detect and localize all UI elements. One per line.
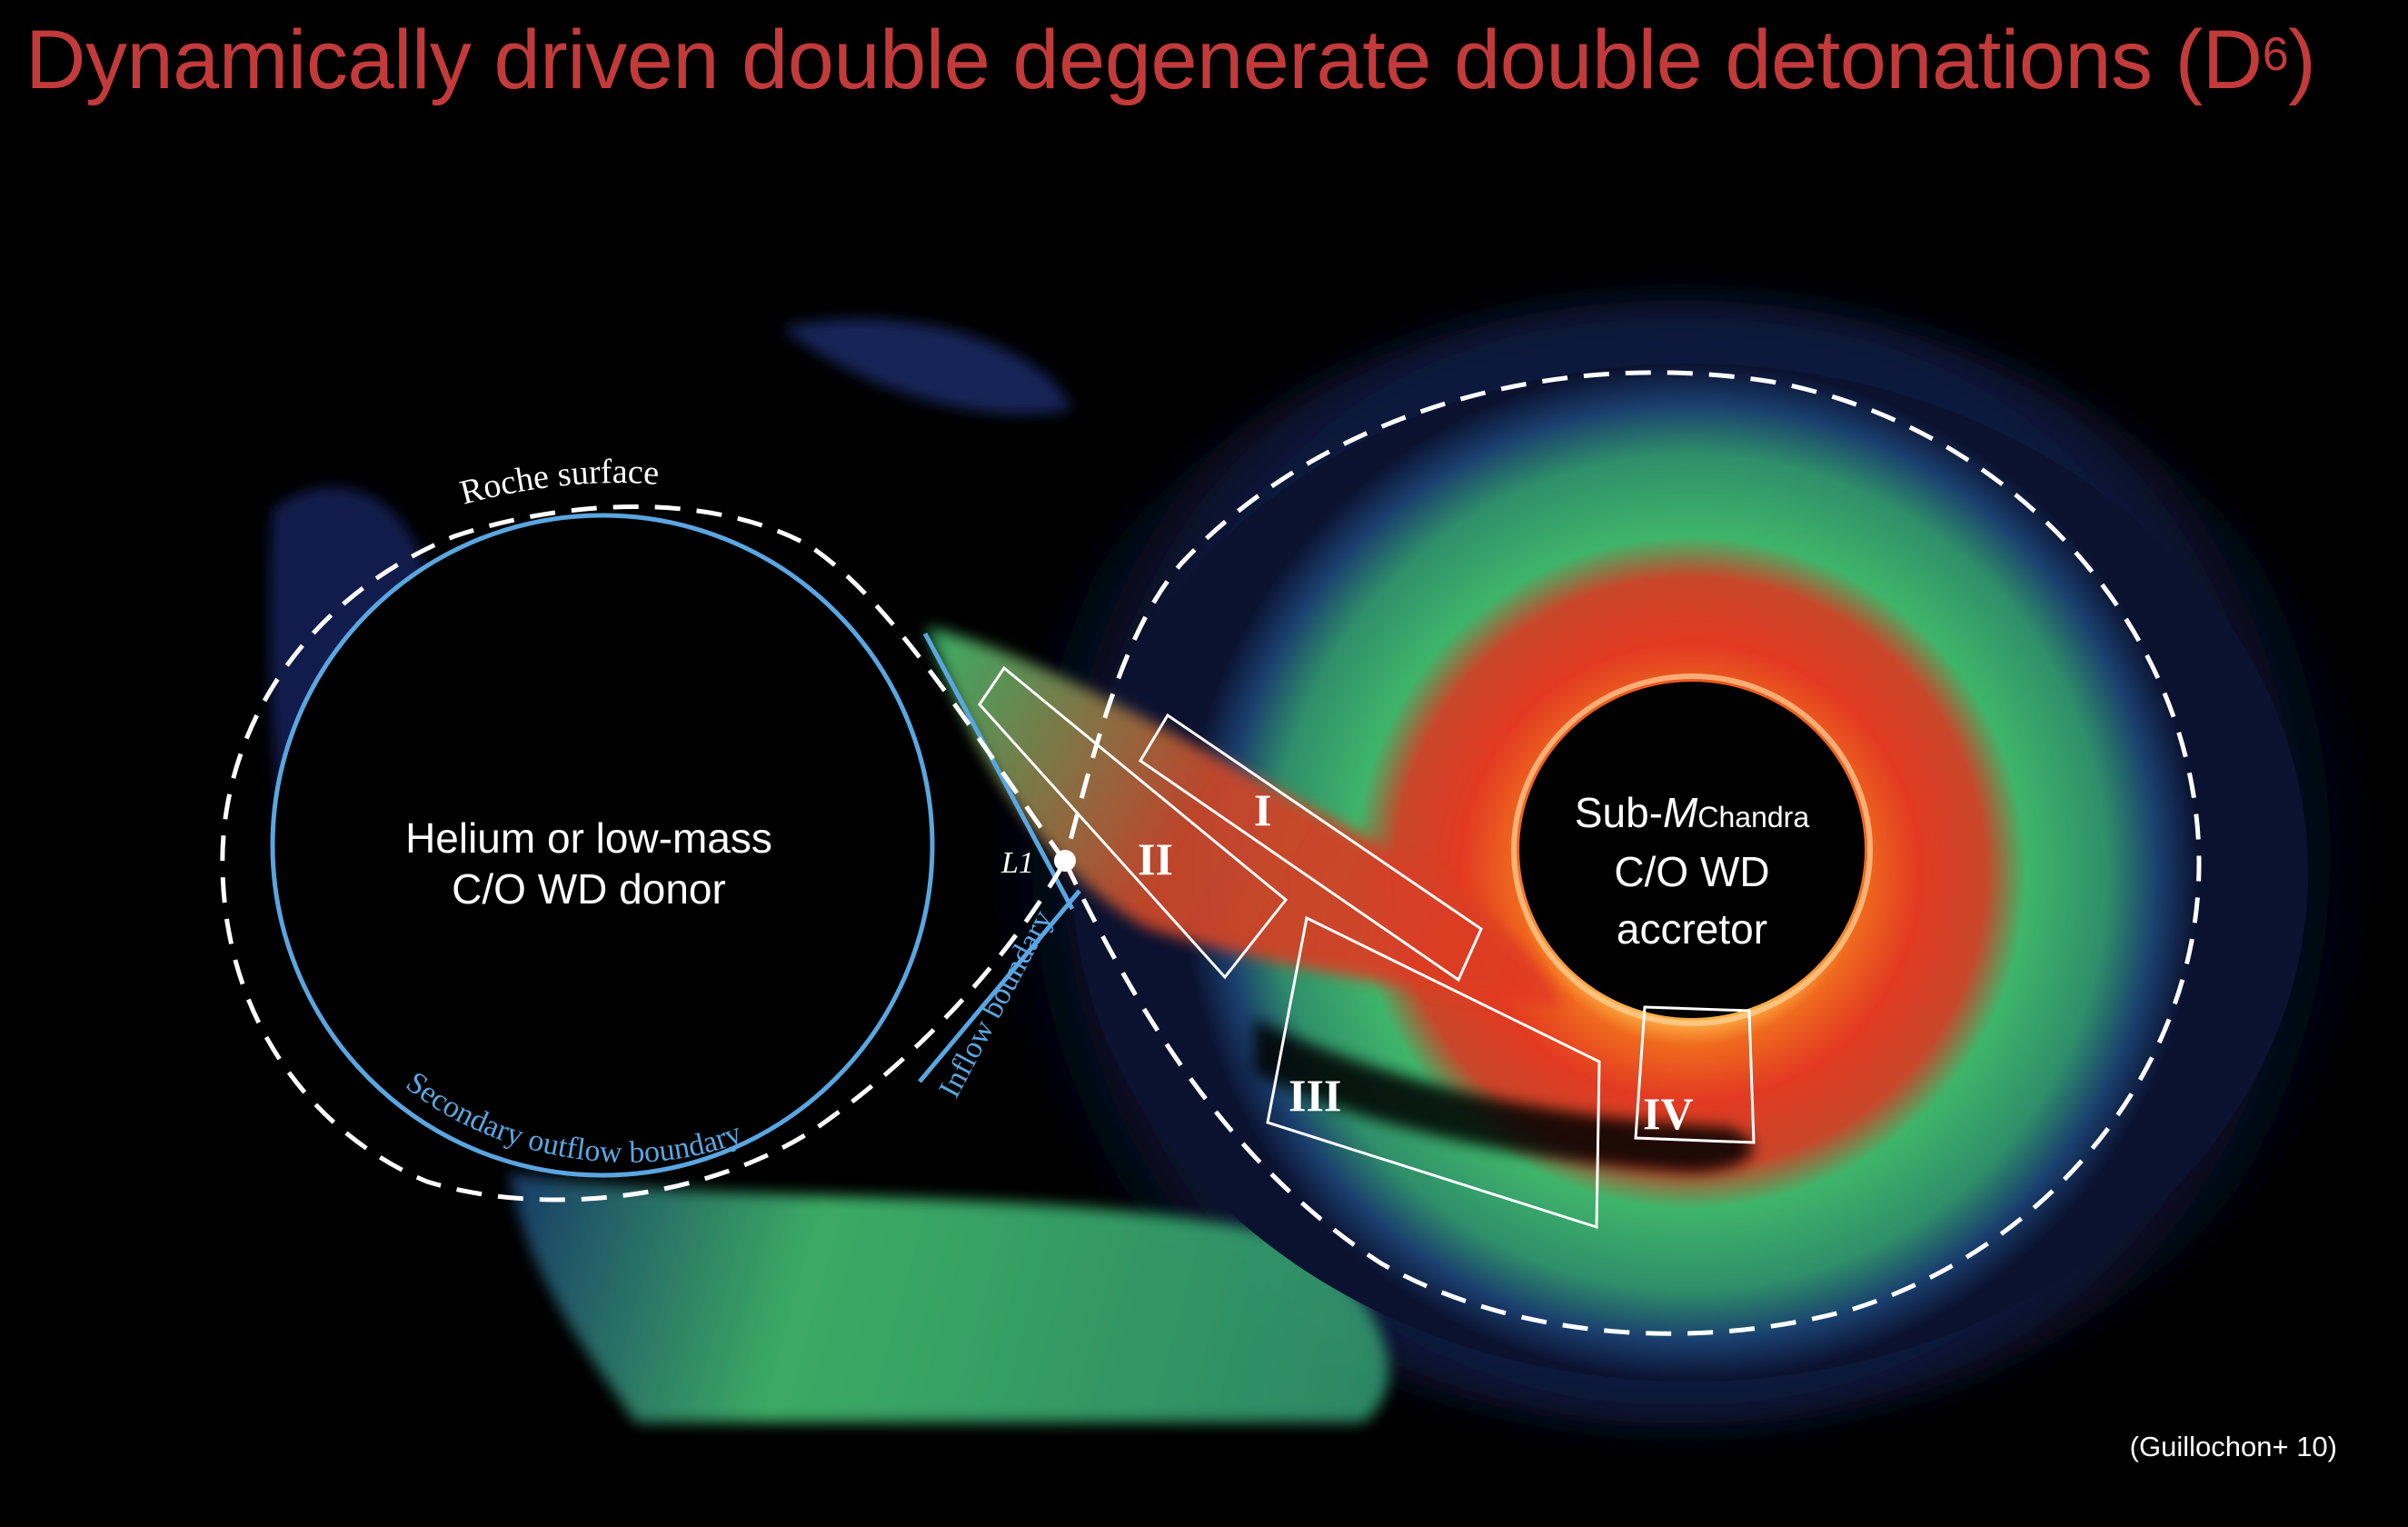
region-label-1: I (1254, 784, 1271, 835)
title-text: Dynamically driven double degenerate dou… (25, 14, 2263, 106)
accretor-m: M (1663, 789, 1698, 836)
accretor-sub: Chandra (1697, 801, 1809, 833)
region-box-2 (978, 665, 1289, 980)
slide-title: Dynamically driven double degenerate dou… (25, 5, 2316, 115)
accretor-label-line3: accretor (1617, 905, 1767, 953)
roche-surface-accretor (1062, 370, 2202, 1336)
inflow-boundary-line (922, 632, 1075, 911)
region-label-2: II (1138, 833, 1173, 884)
donor-label-line2: C/O WD donor (452, 865, 726, 913)
secondary-outflow-boundary (270, 513, 935, 1178)
region-box-1 (1138, 713, 1483, 983)
accretor-label-line1: Sub-MChandra (1575, 789, 1809, 836)
accretor-prefix: Sub- (1575, 789, 1663, 836)
lagrange-point-l1 (1054, 850, 1076, 872)
title-close: ) (2288, 14, 2316, 106)
lagrange-point-label: L1 (1000, 846, 1034, 880)
region-label-3: III (1289, 1070, 1341, 1121)
citation: (Guillochon+ 10) (2129, 1431, 2337, 1462)
donor-star (273, 515, 932, 1175)
donor-label-line1: Helium or low-mass (405, 814, 772, 862)
region-box-3 (1266, 915, 1601, 1230)
title-superscript: 6 (2262, 28, 2289, 81)
accretor-label-line2: C/O WD (1614, 848, 1769, 895)
region-label-4: IV (1643, 1088, 1694, 1139)
region-box-4 (1634, 1005, 1756, 1144)
inflow-boundary-lower (918, 889, 1081, 1083)
